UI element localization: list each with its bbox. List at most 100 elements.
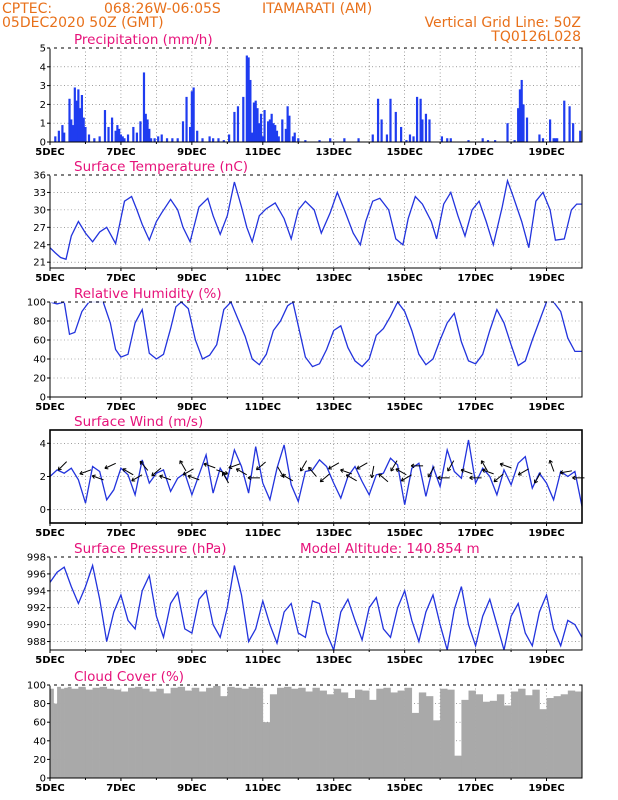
cloud-cover-column bbox=[234, 687, 242, 778]
pres-x-tick-label: 9DEC bbox=[177, 655, 206, 666]
precip-bar bbox=[486, 140, 490, 142]
precip-bar bbox=[98, 136, 101, 142]
wind-arrow bbox=[235, 468, 247, 476]
wind-arrow-shaft bbox=[159, 475, 172, 481]
precip-bar bbox=[153, 138, 156, 142]
wind-arrow bbox=[216, 469, 229, 476]
temp-x-tick-label: 11DEC bbox=[245, 273, 281, 284]
wind-arrow-shaft bbox=[328, 462, 340, 470]
cloud-cover-column bbox=[433, 720, 441, 778]
rh-y-tick-label: 0 bbox=[40, 393, 46, 404]
temp-y-tick-label: 36 bbox=[33, 171, 46, 182]
wind-y-tick-label: 2 bbox=[40, 472, 46, 483]
wind-arrow-shaft bbox=[131, 474, 143, 482]
wind-arrow-head bbox=[369, 474, 375, 479]
precip-bar bbox=[196, 130, 199, 142]
precip-bar bbox=[275, 130, 279, 142]
wind-arrow-head bbox=[255, 466, 260, 471]
precip-x-tick-label: 17DEC bbox=[457, 147, 493, 158]
cloud-cover-column bbox=[206, 687, 214, 778]
precip-bar bbox=[419, 98, 422, 142]
cloud-cover-column bbox=[269, 694, 278, 778]
wind-arrow-shaft bbox=[282, 474, 294, 482]
pres-extra-title: Model Altitude: 140.854 m bbox=[300, 541, 480, 557]
wind-arrow bbox=[57, 461, 68, 471]
wind-arrow-shaft bbox=[187, 475, 200, 481]
rh-y-tick-label: 80 bbox=[33, 317, 46, 328]
cloud-cover-column bbox=[213, 685, 221, 778]
wind-arrow-head bbox=[91, 474, 96, 479]
wind-arrow-shaft bbox=[447, 460, 455, 472]
precip-bar bbox=[343, 138, 346, 142]
rh-x-tick-label: 7DEC bbox=[106, 402, 135, 413]
precip-bar bbox=[142, 72, 146, 142]
wind-arrow-shaft bbox=[122, 468, 134, 476]
wind-arrow-shaft bbox=[395, 468, 407, 476]
cloud-cover-column bbox=[156, 688, 164, 778]
wind-arrow bbox=[203, 462, 216, 469]
wind-x-tick-label: 9DEC bbox=[177, 528, 206, 539]
wind-arrow-shaft bbox=[139, 460, 149, 471]
wind-arrow-head bbox=[460, 468, 465, 473]
chart-panels: 0 1 2 3 4 5 5DEC 7DEC 9DEC 11DEC 13DEC 15DEC 17DEC 19… bbox=[27, 32, 585, 794]
cloud-cover-column bbox=[99, 686, 108, 778]
wind-arrow-head bbox=[122, 468, 127, 473]
precip-bar bbox=[119, 134, 123, 142]
precip-bar bbox=[247, 57, 250, 142]
wind-arrow bbox=[281, 474, 294, 482]
wind-arrow-head bbox=[182, 471, 187, 476]
rh-series-line bbox=[49, 300, 582, 368]
cloud-cover-column bbox=[220, 696, 228, 778]
precip-frame bbox=[49, 47, 583, 143]
wind-arrow-head bbox=[572, 475, 576, 481]
wind-arrow bbox=[559, 470, 573, 475]
wind-arrow bbox=[299, 460, 308, 472]
cloud-cover-column bbox=[567, 690, 576, 778]
precip-bar bbox=[70, 119, 73, 142]
cloud-cover-column bbox=[92, 687, 100, 778]
precip-bar bbox=[408, 134, 412, 142]
cloud-cover-column bbox=[560, 694, 569, 778]
cloud-cover-column bbox=[298, 687, 306, 778]
cloud-cover-column bbox=[198, 691, 207, 778]
rh-y-tick-label: 20 bbox=[33, 374, 46, 385]
precip-bar bbox=[176, 138, 179, 142]
cloud-cover-column bbox=[128, 687, 136, 778]
cloud-cover-column bbox=[489, 700, 498, 778]
pres-title: Surface Pressure (hPa) bbox=[74, 541, 227, 557]
cloud-x-tick-label: 7DEC bbox=[106, 783, 135, 794]
wind-arrow-shaft bbox=[182, 468, 194, 476]
rh-x-tick-label: 11DEC bbox=[245, 402, 281, 413]
precip-bar bbox=[329, 138, 332, 142]
precip-bar bbox=[376, 98, 380, 142]
precip-bar bbox=[171, 138, 174, 142]
wind-arrow-shaft bbox=[79, 469, 92, 475]
cloud-cover-column bbox=[553, 696, 562, 778]
precip-bar bbox=[525, 117, 529, 142]
cloud-cover-column bbox=[248, 686, 257, 778]
wind-arrow-shaft bbox=[308, 466, 317, 477]
cloud-cover-column bbox=[532, 689, 540, 778]
precip-bar bbox=[116, 125, 119, 142]
wind-arrow bbox=[247, 475, 260, 481]
precip-bar bbox=[400, 126, 403, 142]
cloud-cover-column bbox=[184, 690, 193, 778]
wind-arrow bbox=[345, 474, 357, 482]
header-source: CPTEC: bbox=[2, 1, 52, 17]
wind-arrow bbox=[410, 463, 424, 469]
pres-series-line bbox=[49, 563, 583, 653]
temp-y-tick-label: 21 bbox=[33, 258, 46, 269]
wind-arrow-shaft bbox=[346, 474, 357, 482]
precip-bar bbox=[520, 79, 523, 142]
cloud-cover-column bbox=[78, 686, 86, 778]
pres-frame bbox=[49, 556, 583, 651]
precip-bar bbox=[114, 130, 117, 142]
cloud-cover-column bbox=[546, 698, 554, 778]
header-grid-line-note: Vertical Grid Line: 50Z bbox=[425, 15, 581, 31]
rh-y-tick-label: 60 bbox=[33, 336, 46, 347]
wind-arrow bbox=[328, 462, 340, 470]
cloud-cover-column bbox=[319, 690, 327, 778]
wind-arrow bbox=[480, 460, 488, 472]
cloud-cover-column bbox=[362, 690, 370, 778]
